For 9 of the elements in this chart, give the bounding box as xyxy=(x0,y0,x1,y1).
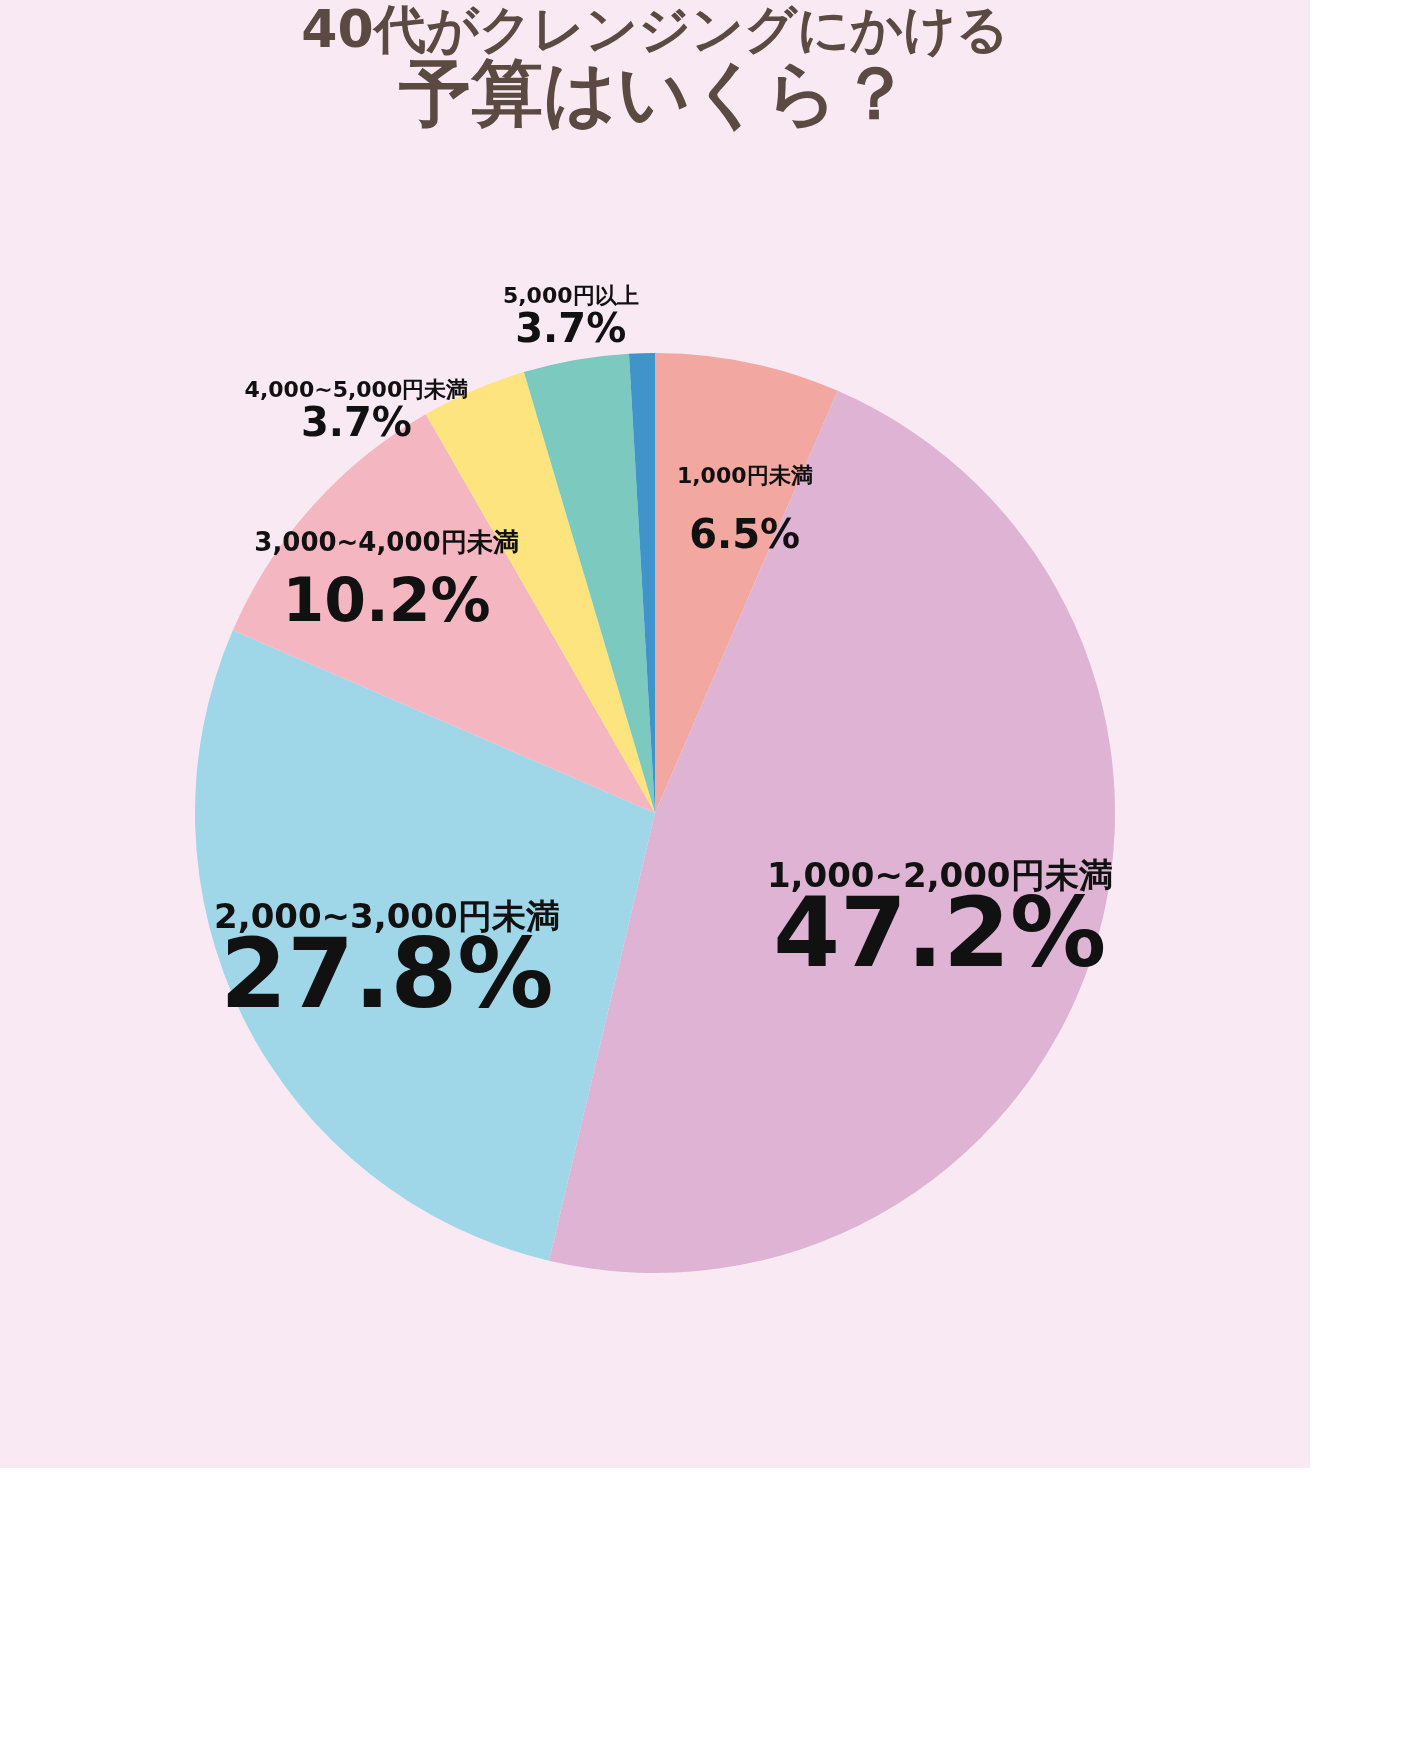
slice-label: 5,000円以上 xyxy=(502,283,639,309)
slice-label: 3,000~4,000円未満 xyxy=(254,527,519,558)
slice-label: 1,000円未満 xyxy=(676,462,813,488)
data-label: 6.5% xyxy=(689,510,801,557)
pie-slice xyxy=(523,353,655,813)
slice-label: 2,000~3,000円未満 xyxy=(214,895,560,936)
pie-slice xyxy=(195,630,655,1261)
pie-slice xyxy=(655,353,838,813)
data-label: 10.2% xyxy=(282,565,491,636)
